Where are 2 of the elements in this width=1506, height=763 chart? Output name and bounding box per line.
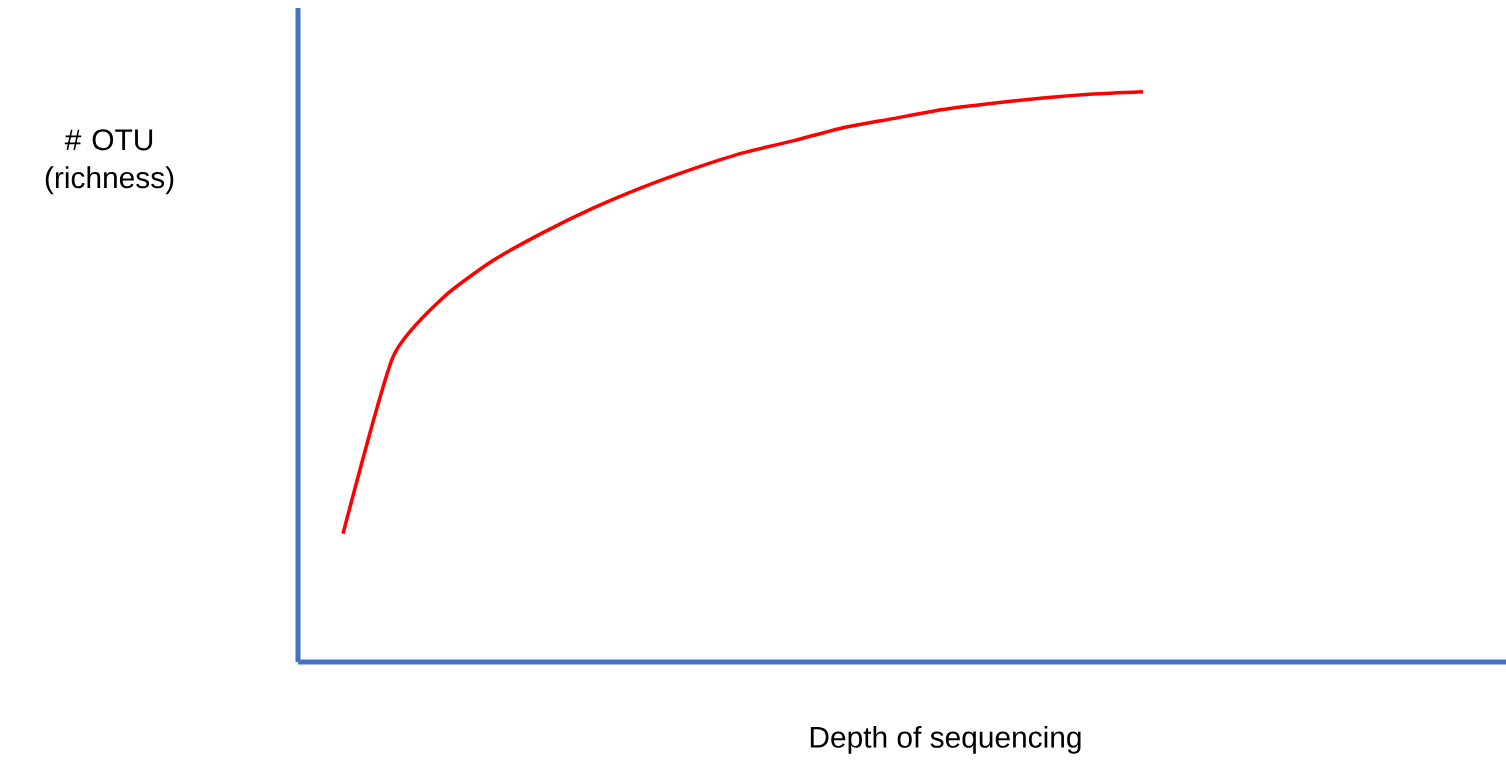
x-axis-title: Depth of sequencing (810, 725, 1081, 754)
y-axis-title: # OTU (richness) (45, 129, 174, 195)
